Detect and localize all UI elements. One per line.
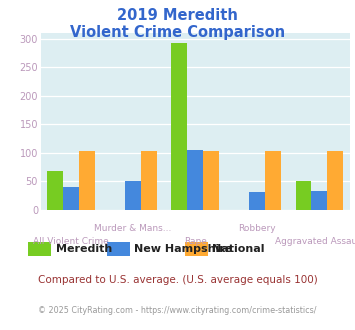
Text: Meredith: Meredith [56,244,112,254]
Text: All Violent Crime: All Violent Crime [33,237,109,246]
Bar [187,150,203,210]
Text: 2019 Meredith: 2019 Meredith [117,8,238,23]
Bar [171,43,187,210]
Bar [296,181,311,210]
Text: Murder & Mans...: Murder & Mans... [94,224,172,233]
Bar [125,181,141,210]
Bar [265,151,281,210]
Text: Robbery: Robbery [239,224,276,233]
Text: © 2025 CityRating.com - https://www.cityrating.com/crime-statistics/: © 2025 CityRating.com - https://www.city… [38,306,317,315]
Text: National: National [212,244,264,254]
Text: Violent Crime Comparison: Violent Crime Comparison [70,25,285,40]
Bar [47,171,63,210]
Bar [141,151,157,210]
Text: Rape: Rape [184,237,207,246]
Bar [63,187,79,210]
Bar [203,151,219,210]
Text: Compared to U.S. average. (U.S. average equals 100): Compared to U.S. average. (U.S. average … [38,275,317,284]
Bar [327,151,343,210]
Bar [249,192,265,210]
Bar [311,191,327,210]
Text: Aggravated Assault: Aggravated Assault [275,237,355,246]
Bar [79,151,95,210]
Text: New Hampshire: New Hampshire [134,244,232,254]
